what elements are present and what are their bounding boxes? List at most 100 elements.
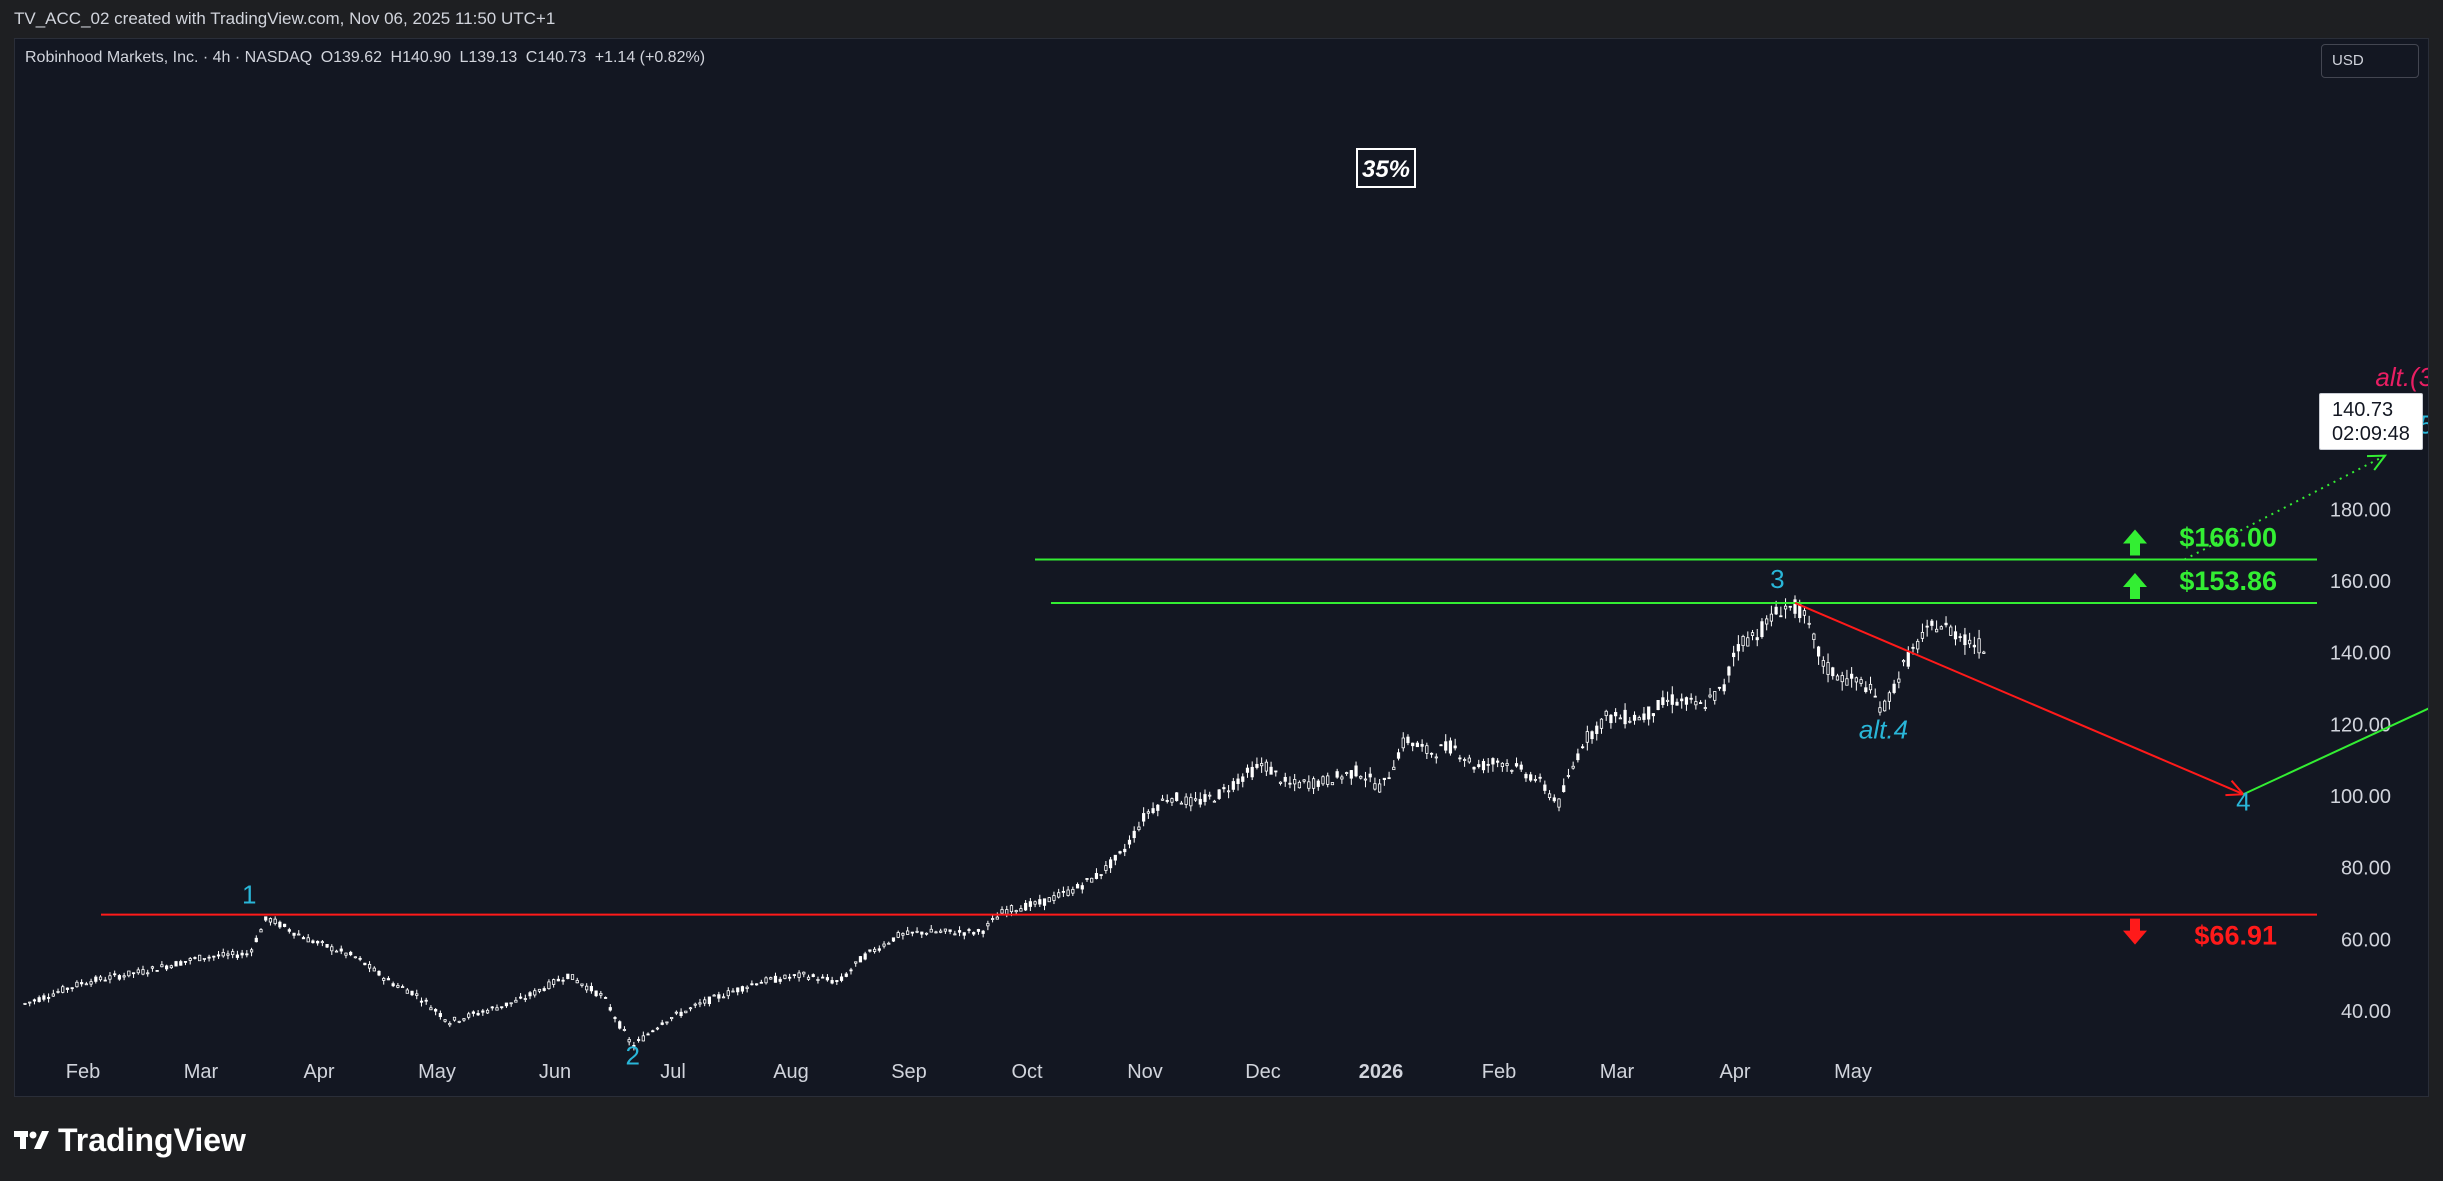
candle-body: [561, 979, 565, 982]
candle-body: [924, 932, 929, 935]
brand-name: TradingView: [58, 1121, 246, 1158]
candle-body: [1982, 651, 1986, 654]
y-tick-label: 120.00: [2330, 714, 2391, 736]
price-chart[interactable]: 40.00 60.00 80.00 100.00 120.00 140.00 160.00 1…: [15, 39, 2428, 1096]
candle-body: [268, 918, 273, 923]
projection-down-leg[interactable]: [1794, 601, 2244, 796]
candle-body: [108, 975, 112, 980]
candle-body: [1118, 851, 1122, 854]
candle-body: [863, 953, 867, 960]
open-value: O139.62: [320, 49, 383, 66]
candle-body: [891, 937, 896, 942]
candle-body: [377, 970, 381, 976]
y-tick-label: 160.00: [2330, 571, 2391, 593]
candle-body: [80, 982, 84, 985]
candle-body: [585, 985, 589, 991]
candle-body: [155, 970, 159, 972]
candle-body: [292, 932, 296, 936]
candle-body: [1160, 798, 1165, 801]
brand-footer[interactable]: TradingView: [14, 1110, 246, 1170]
chart-panel[interactable]: 40.00 60.00 80.00 100.00 120.00 140.00 160.00 1…: [14, 38, 2429, 1097]
candle-body: [65, 987, 70, 990]
candles: [23, 595, 1986, 1051]
candle-body: [391, 983, 395, 987]
candle-body: [599, 993, 603, 996]
projection-up-leg[interactable]: [2242, 603, 2428, 796]
candle-body: [1599, 718, 1604, 729]
candle-body: [608, 1007, 612, 1011]
candle-body: [226, 953, 230, 956]
candle-body: [849, 969, 853, 972]
candle-body: [783, 974, 787, 979]
candle-body: [1585, 731, 1589, 743]
high-value: H140.90: [390, 49, 452, 66]
candle-body: [419, 1000, 424, 1003]
candle-body: [1514, 763, 1519, 767]
candle-body: [1604, 710, 1608, 717]
candle-body: [1883, 700, 1887, 712]
projection-alt-leg[interactable]: [2183, 454, 2386, 561]
candle-body: [363, 962, 367, 966]
candle-body: [552, 979, 556, 985]
candle-body: [1175, 792, 1179, 802]
candle-body: [1873, 695, 1877, 698]
candle-body: [1151, 808, 1155, 814]
candle-body: [1826, 662, 1830, 675]
candle-body: [1288, 782, 1292, 785]
x-tick-label: Jun: [539, 1061, 571, 1083]
chart-title: TV_ACC_02 created with TradingView.com, …: [14, 9, 556, 28]
candle-body: [1009, 905, 1014, 913]
candle-body: [839, 976, 844, 981]
candle-body: [476, 1012, 480, 1016]
candle-body: [1245, 767, 1250, 773]
candle-body: [1807, 622, 1811, 625]
candle-body: [1566, 775, 1571, 777]
wave-label: 2: [625, 1041, 639, 1071]
candle-body: [1699, 702, 1703, 704]
candle-body: [1963, 634, 1967, 646]
candle-body: [1670, 694, 1674, 705]
candle-body: [1439, 744, 1443, 747]
candle-body: [1420, 743, 1424, 747]
candle-body: [1519, 764, 1523, 770]
candle-body: [1406, 736, 1410, 744]
candle-body: [1779, 615, 1783, 618]
candle-body: [660, 1022, 664, 1025]
candle-body: [264, 916, 268, 921]
symbol-legend: Robinhood Markets, Inc. · 4h · NASDAQ O1…: [25, 49, 709, 67]
y-tick-label: 40.00: [2341, 1001, 2391, 1023]
candle-body: [684, 1010, 688, 1014]
candle-body: [1656, 700, 1660, 711]
candle-body: [1321, 776, 1325, 785]
candle-body: [1170, 798, 1174, 803]
candle-body: [1061, 890, 1065, 893]
candle-body: [1717, 686, 1722, 689]
tradingview-logo-icon: [14, 1131, 49, 1149]
candle-body: [1505, 763, 1509, 766]
candle-body: [1099, 874, 1103, 876]
candle-body: [939, 930, 943, 933]
candle-body: [868, 949, 872, 952]
candle-body: [61, 986, 65, 993]
candle-body: [325, 944, 329, 948]
candle-body: [113, 973, 117, 976]
candle-body: [1680, 698, 1684, 702]
candle-body: [386, 978, 391, 981]
x-tick-label: Oct: [1011, 1061, 1043, 1083]
y-tick-label: 140.00: [2330, 643, 2391, 665]
arrow-up-icon: [2123, 573, 2147, 600]
candle-body: [1463, 759, 1467, 761]
candle-body: [1977, 638, 1981, 654]
candle-body: [948, 929, 952, 932]
candle-body: [1109, 859, 1113, 869]
candle-body: [382, 977, 386, 981]
x-tick-label: Mar: [1600, 1061, 1635, 1083]
candle-body: [1854, 677, 1858, 683]
candle-body: [1524, 773, 1528, 779]
candle-body: [434, 1008, 438, 1012]
candle-body: [410, 990, 414, 996]
candle-body: [164, 965, 169, 970]
candle-body: [1302, 779, 1306, 782]
candle-body: [273, 918, 277, 924]
currency-button[interactable]: USD: [2321, 44, 2419, 78]
